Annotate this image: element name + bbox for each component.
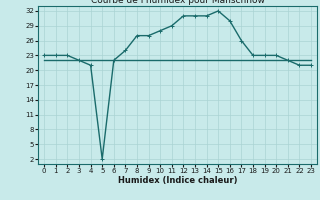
X-axis label: Humidex (Indice chaleur): Humidex (Indice chaleur) [118, 176, 237, 185]
Title: Courbe de l'humidex pour Manschnow: Courbe de l'humidex pour Manschnow [91, 0, 265, 5]
